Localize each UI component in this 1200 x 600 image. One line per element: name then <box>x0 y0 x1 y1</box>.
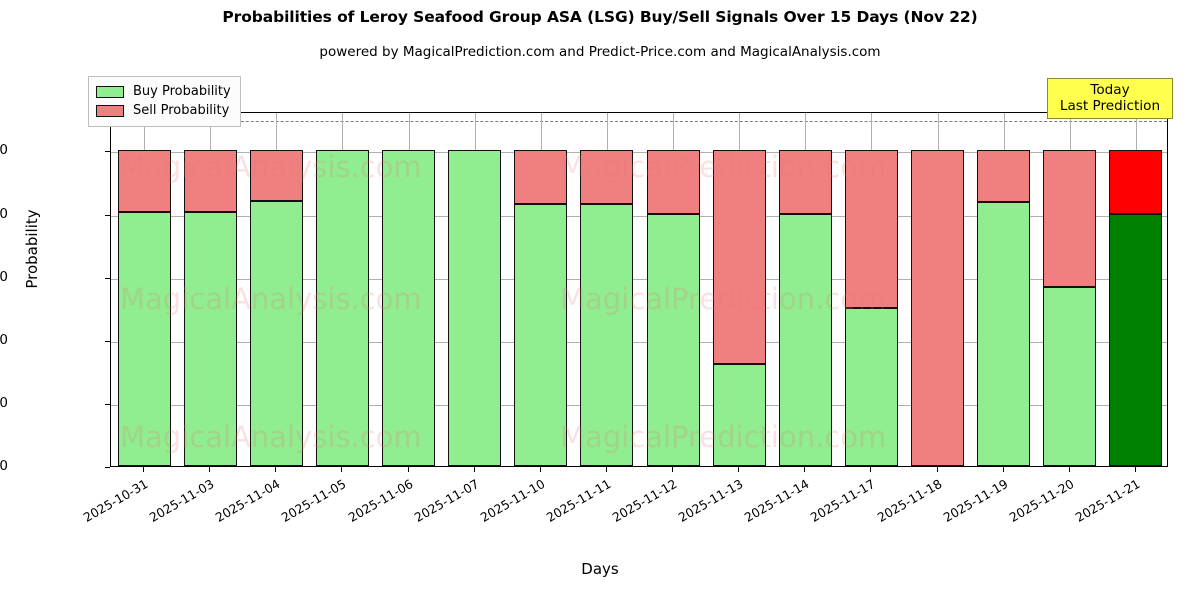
bar-2025-11-07[interactable] <box>448 150 502 466</box>
bar-2025-11-03[interactable] <box>183 150 237 466</box>
legend-label-sell: Sell Probability <box>133 103 230 118</box>
legend-item-buy: Buy Probability <box>96 82 231 101</box>
bar-segment-sell[interactable] <box>844 150 898 309</box>
x-tick-mark <box>275 467 277 472</box>
bar-segment-buy[interactable] <box>183 211 237 466</box>
bar-segment-buy[interactable] <box>249 200 303 466</box>
today-annotation-line2: Last Prediction <box>1059 98 1161 115</box>
x-tick-mark <box>936 467 938 472</box>
bar-segment-buy[interactable] <box>382 150 435 466</box>
bar-segment-sell[interactable] <box>712 150 766 365</box>
y-tick-label: 80 <box>0 205 8 222</box>
y-tick-label: 100 <box>0 142 8 159</box>
today-annotation-line1: Today <box>1090 82 1130 98</box>
bar-segment-buy[interactable] <box>1109 213 1163 466</box>
bar-2025-11-12[interactable] <box>646 150 700 466</box>
x-tick-mark <box>209 467 211 472</box>
legend-item-sell: Sell Probability <box>96 101 231 120</box>
bar-segment-sell[interactable] <box>1043 150 1097 288</box>
chart-subtitle: powered by MagicalPrediction.com and Pre… <box>319 44 881 60</box>
x-tick-mark <box>738 467 740 472</box>
bar-segment-sell[interactable] <box>183 150 237 212</box>
bar-segment-buy[interactable] <box>448 150 502 466</box>
bar-segment-sell[interactable] <box>911 150 964 466</box>
gridline-horizontal <box>111 152 1167 154</box>
bar-2025-11-18[interactable] <box>911 150 964 466</box>
gridline-horizontal <box>111 404 1167 406</box>
bar-segment-buy[interactable] <box>315 150 369 466</box>
y-tick-mark <box>105 277 110 279</box>
x-tick-mark <box>605 467 607 472</box>
bar-segment-buy[interactable] <box>1043 287 1097 466</box>
gridline-horizontal <box>111 278 1167 280</box>
legend-swatch-buy <box>96 85 124 98</box>
bar-segment-sell[interactable] <box>646 150 700 214</box>
bar-segment-sell[interactable] <box>249 150 303 201</box>
bar-segment-sell[interactable] <box>1109 150 1163 214</box>
bar-2025-11-05[interactable] <box>315 150 369 466</box>
reference-dashed-line <box>111 120 1167 122</box>
bar-segment-buy[interactable] <box>844 308 898 466</box>
today-annotation: Today Last Prediction <box>1047 78 1173 120</box>
bar-segment-sell[interactable] <box>778 150 832 214</box>
bar-2025-11-14[interactable] <box>778 150 832 466</box>
bar-segment-buy[interactable] <box>580 204 634 466</box>
bar-segment-buy[interactable] <box>778 213 832 466</box>
y-tick-mark <box>105 467 110 468</box>
y-tick-label: 60 <box>0 268 8 285</box>
x-tick-mark <box>143 467 145 472</box>
bar-2025-11-06[interactable] <box>382 150 435 466</box>
y-tick-mark <box>105 214 110 216</box>
bar-2025-11-11[interactable] <box>580 150 634 466</box>
legend-swatch-sell <box>96 104 124 117</box>
bar-2025-11-21[interactable] <box>1109 150 1163 466</box>
y-tick-mark <box>105 340 110 342</box>
bar-segment-sell[interactable] <box>117 150 171 212</box>
bar-segment-buy[interactable] <box>646 213 700 466</box>
gridline-horizontal <box>111 341 1167 343</box>
x-tick-mark <box>672 467 674 472</box>
x-tick-mark <box>1134 467 1136 472</box>
chart-legend: Buy Probability Sell Probability <box>88 76 241 127</box>
x-tick-mark <box>473 467 475 472</box>
bar-2025-11-13[interactable] <box>712 150 766 466</box>
bar-2025-11-20[interactable] <box>1043 150 1097 466</box>
bar-2025-11-17[interactable] <box>844 150 898 466</box>
x-axis-label: Days <box>581 560 619 578</box>
bar-segment-buy[interactable] <box>712 364 766 466</box>
x-tick-mark <box>870 467 872 472</box>
plot-area <box>110 112 1168 467</box>
y-axis-label: Probability <box>23 209 41 289</box>
bar-segment-sell[interactable] <box>580 150 634 205</box>
x-tick-mark <box>407 467 409 472</box>
y-tick-mark <box>105 151 110 153</box>
y-tick-label: 20 <box>0 394 8 411</box>
legend-label-buy: Buy Probability <box>133 84 231 99</box>
bar-2025-11-19[interactable] <box>977 150 1031 466</box>
y-tick-label: 40 <box>0 331 8 348</box>
bar-segment-buy[interactable] <box>977 202 1031 466</box>
y-tick-label: 0 <box>0 458 8 474</box>
bar-2025-11-10[interactable] <box>514 150 568 466</box>
x-tick-mark <box>1068 467 1070 472</box>
bar-segment-buy[interactable] <box>117 211 171 466</box>
y-tick-mark <box>105 403 110 405</box>
bar-segment-sell[interactable] <box>514 150 568 205</box>
x-tick-mark <box>539 467 541 472</box>
x-tick-mark <box>341 467 343 472</box>
bar-2025-10-31[interactable] <box>117 150 171 466</box>
x-tick-mark <box>1002 467 1004 472</box>
x-tick-mark <box>804 467 806 472</box>
gridline-horizontal <box>111 215 1167 217</box>
chart-title: Probabilities of Leroy Seafood Group ASA… <box>222 8 978 26</box>
bar-segment-sell[interactable] <box>977 150 1031 203</box>
bar-2025-11-04[interactable] <box>249 150 303 466</box>
bar-segment-buy[interactable] <box>514 204 568 466</box>
